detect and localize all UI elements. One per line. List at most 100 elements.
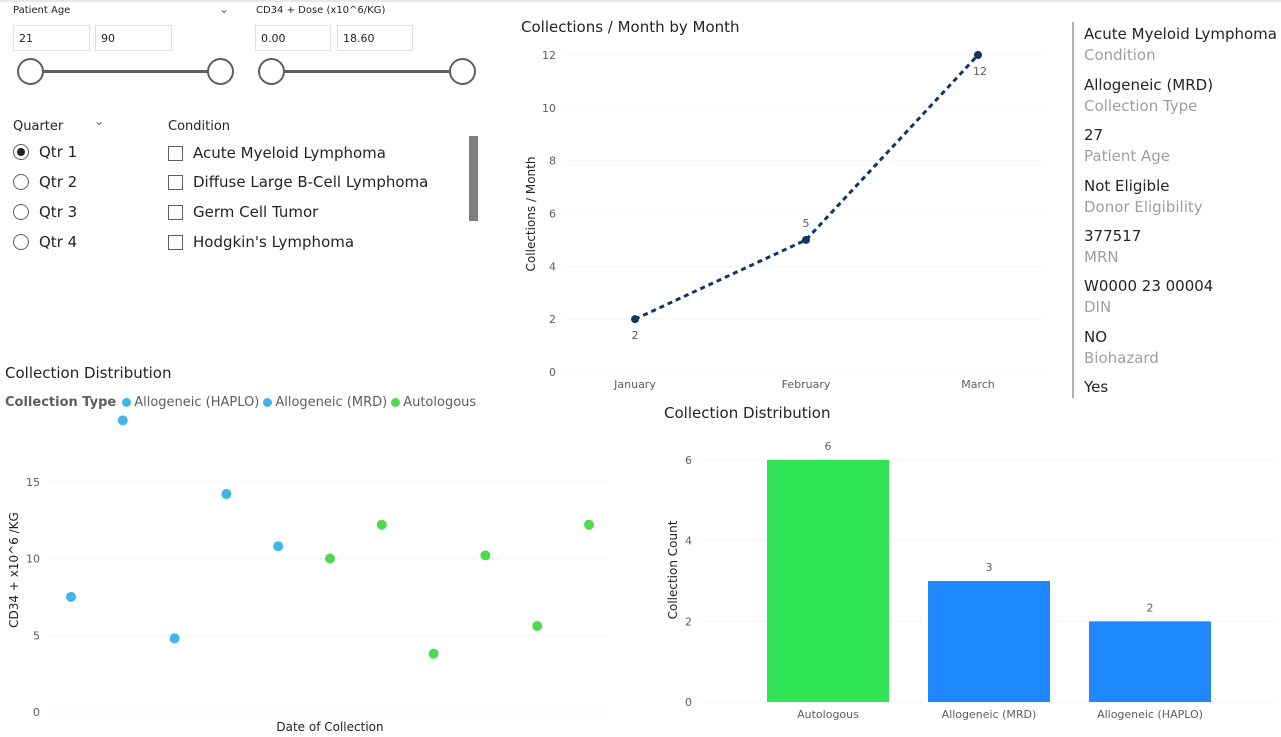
- legend-item-haplo[interactable]: Allogeneic (HAPLO): [122, 395, 259, 410]
- quarter-option-qtr4[interactable]: Qtr 4: [13, 233, 77, 251]
- condition-option-label: Acute Myeloid Lymphoma: [193, 144, 386, 162]
- card-field-label: Collection Type: [1084, 97, 1198, 115]
- scatter-point: [325, 553, 335, 564]
- card-field-value: 27: [1084, 126, 1104, 144]
- quarter-option-label: Qtr 4: [39, 233, 78, 251]
- card-field-value: NO: [1084, 328, 1108, 346]
- y-tick-label: 5: [33, 629, 40, 642]
- condition-option[interactable]: Germ Cell Tumor: [168, 203, 318, 221]
- card-field: Acute Myeloid Lymphoma Condition: [1084, 25, 1277, 64]
- condition-option-label: Hodgkin's Lymphoma: [193, 233, 355, 251]
- bar-chart-title: Collection Distribution: [664, 404, 831, 422]
- card-field-label: DIN: [1084, 298, 1112, 316]
- card-field-label: Patient Age: [1084, 147, 1171, 165]
- legend-item-autologous[interactable]: Autologous: [391, 395, 476, 410]
- condition-option-label: Germ Cell Tumor: [193, 203, 319, 221]
- quarter-option-label: Qtr 2: [39, 173, 78, 191]
- radio-icon[interactable]: [13, 234, 29, 250]
- scatter-point: [584, 519, 594, 530]
- line-chart: 0 2 4 6 8 10 12 2 January 5 February 12 March Collect…: [524, 49, 1045, 391]
- card-field-label: Biohazard: [1084, 349, 1159, 367]
- y-tick-label: 10: [26, 553, 40, 566]
- quarter-option-qtr1[interactable]: Qtr 1: [13, 143, 77, 161]
- card-field-label: Donor Eligibility: [1084, 198, 1203, 216]
- patient-age-slicer-title: Patient Age: [13, 5, 71, 16]
- y-axis-label: Collection Count: [666, 520, 680, 619]
- legend-item-mrd[interactable]: Allogeneic (MRD): [263, 395, 387, 410]
- x-tick-label: March: [961, 378, 995, 391]
- checkbox-icon[interactable]: [168, 204, 183, 220]
- cd34-dose-max-handle[interactable]: [449, 58, 476, 85]
- patient-age-min-input[interactable]: 21: [13, 25, 90, 51]
- x-tick-label: Allogeneic (MRD): [942, 708, 1037, 721]
- legend-label: Autologous: [403, 395, 477, 410]
- quarter-option-label: Qtr 1: [39, 143, 78, 161]
- patient-age-min-handle[interactable]: [17, 58, 44, 85]
- patient-age-slider-track[interactable]: [30, 70, 220, 73]
- y-tick-label: 2: [685, 615, 692, 628]
- data-label: 2: [1147, 601, 1154, 614]
- y-tick-label: 0: [685, 696, 692, 709]
- scatter-point: [117, 415, 128, 426]
- legend-dot-icon: [391, 398, 401, 407]
- x-tick-label: Allogeneic (HAPLO): [1097, 708, 1203, 721]
- patient-age-max-handle[interactable]: [207, 58, 234, 85]
- line-chart-title: Collections / Month by Month: [521, 18, 740, 36]
- data-label: 3: [986, 561, 993, 574]
- y-tick-label: 8: [549, 155, 556, 168]
- bar-chart: 0 2 4 6 6 Autologous 3 Allogeneic (MRD) 2 Allogen…: [666, 440, 1275, 721]
- card-field-value: 377517: [1084, 227, 1142, 245]
- x-tick-label: Autologous: [797, 708, 859, 721]
- data-label: 5: [803, 217, 810, 230]
- scatter-point: [273, 541, 284, 552]
- patient-age-max-input[interactable]: 90: [95, 25, 172, 51]
- checkbox-icon[interactable]: [168, 145, 183, 161]
- chevron-down-icon[interactable]: ⌄: [94, 114, 105, 128]
- cd34-dose-max-input[interactable]: 18.60: [337, 25, 413, 51]
- data-label: 6: [825, 440, 832, 453]
- scatter-point: [169, 633, 180, 644]
- condition-option-label: Diffuse Large B-Cell Lymphoma: [193, 173, 429, 191]
- cd34-dose-min-input[interactable]: 0.00: [255, 25, 331, 51]
- y-tick-label: 4: [549, 260, 556, 273]
- scatter-point: [480, 550, 491, 561]
- bar: [767, 460, 889, 702]
- card-field-value: Acute Myeloid Lymphoma: [1084, 25, 1277, 43]
- checkbox-icon[interactable]: [168, 174, 183, 190]
- checkbox-icon[interactable]: [168, 234, 183, 250]
- condition-scrollbar[interactable]: [469, 136, 478, 221]
- quarter-slicer-title: Quarter: [13, 119, 64, 134]
- quarter-option-qtr2[interactable]: Qtr 2: [13, 173, 77, 191]
- x-axis-label: Date of Collection: [276, 720, 383, 734]
- radio-icon[interactable]: [13, 204, 29, 220]
- y-tick-label: 15: [26, 476, 40, 489]
- condition-option[interactable]: Hodgkin's Lymphoma: [168, 233, 354, 251]
- x-tick-label: February: [782, 378, 831, 391]
- card-field: Allogeneic (MRD) Collection Type: [1084, 76, 1213, 115]
- data-point: [802, 235, 810, 244]
- card-field: W0000 23 00004 DIN: [1084, 277, 1213, 316]
- condition-option[interactable]: Acute Myeloid Lymphoma: [168, 144, 386, 162]
- legend-label: Allogeneic (MRD): [275, 395, 388, 410]
- condition-slicer-title: Condition: [168, 119, 231, 134]
- scatter-chart-title: Collection Distribution: [5, 364, 172, 382]
- card-field: Not Eligible Donor Eligibility: [1084, 177, 1203, 216]
- condition-option[interactable]: Diffuse Large B-Cell Lymphoma: [168, 173, 428, 191]
- radio-selected-icon[interactable]: [13, 144, 29, 160]
- card-field-value: Allogeneic (MRD): [1084, 76, 1214, 94]
- quarter-option-qtr3[interactable]: Qtr 3: [13, 203, 77, 221]
- scatter-chart: 0 5 10 15 Date of Collection CD34 + x10^6 /KG: [7, 415, 607, 734]
- legend-dot-icon: [263, 398, 273, 407]
- scatter-point: [428, 648, 439, 659]
- scatter-point: [221, 489, 232, 500]
- y-axis-label: CD34 + x10^6 /KG: [7, 512, 21, 628]
- y-tick-label: 10: [542, 102, 556, 115]
- radio-icon[interactable]: [13, 174, 29, 190]
- legend-label: Allogeneic (HAPLO): [134, 395, 260, 410]
- scatter-point: [376, 519, 387, 530]
- cd34-dose-min-handle[interactable]: [258, 58, 285, 85]
- chevron-down-icon[interactable]: ⌄: [219, 2, 230, 16]
- quarter-option-label: Qtr 3: [39, 203, 78, 221]
- cd34-dose-slider-track[interactable]: [272, 70, 462, 73]
- cd34-dose-slicer-title: CD34 + Dose (x10^6/KG): [256, 5, 386, 16]
